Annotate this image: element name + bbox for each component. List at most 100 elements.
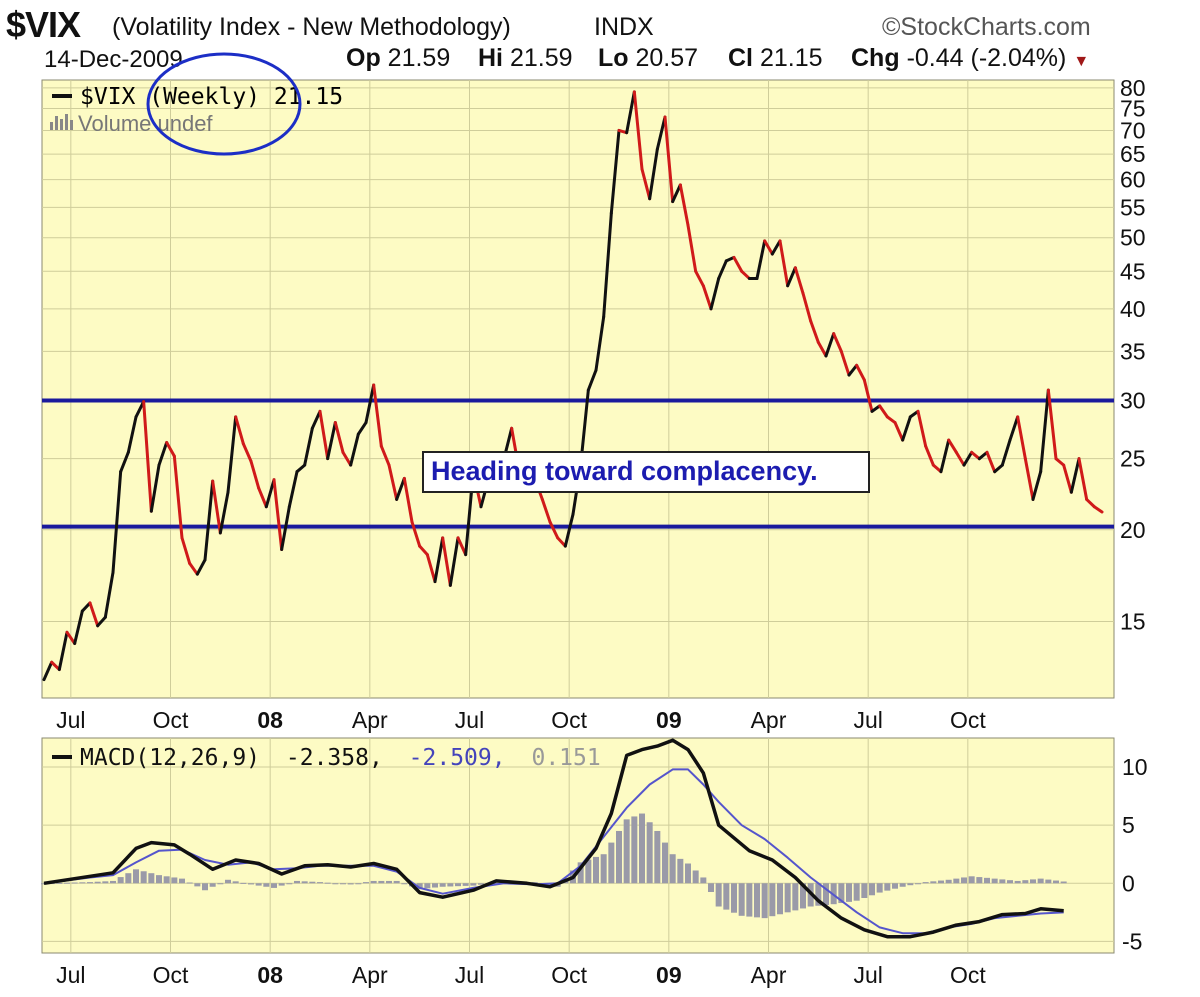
- vix-segment: [855, 363, 866, 382]
- price-y-tick: 40: [1120, 296, 1146, 322]
- histogram-bar: [654, 830, 661, 884]
- histogram-bar: [240, 882, 247, 884]
- price-y-tick: 60: [1120, 167, 1146, 193]
- histogram-bar: [608, 842, 615, 884]
- macd-panel-bg: [41, 737, 1115, 954]
- histogram-bar: [263, 883, 270, 887]
- histogram-bar: [922, 882, 929, 884]
- vix-segment: [111, 470, 123, 574]
- price-x-tick: Oct: [950, 707, 986, 733]
- vix-segment: [310, 409, 322, 430]
- histogram-bar: [899, 883, 906, 887]
- vix-segment: [425, 553, 437, 584]
- vix-segment: [916, 409, 928, 448]
- vix-segment: [218, 490, 230, 535]
- histogram-bar: [332, 883, 339, 885]
- vix-segment: [195, 558, 207, 576]
- vix-line: [42, 90, 1104, 682]
- vix-segment: [149, 463, 161, 513]
- vix-segment: [793, 266, 805, 295]
- histogram-bar: [1045, 879, 1052, 884]
- histogram-bar: [324, 882, 331, 884]
- histogram-bar: [777, 883, 783, 915]
- vix-segment: [257, 486, 268, 509]
- price-x-tick: 08: [257, 707, 283, 733]
- vix-segment: [901, 415, 912, 442]
- vix-segment: [893, 421, 905, 442]
- vix-segment: [433, 536, 445, 584]
- histogram-bar: [531, 882, 538, 884]
- macd-x-tick: Oct: [950, 962, 986, 988]
- macd-legend-text: MACD(12,26,9) -2.358, -2.509, 0.151: [80, 745, 601, 771]
- histogram-bar: [71, 882, 78, 884]
- vix-segment: [801, 291, 813, 323]
- vix-segment: [303, 426, 314, 467]
- macd-legend-value: -2.358,: [286, 745, 383, 771]
- vix-segment: [701, 284, 713, 311]
- vix-segment: [402, 476, 414, 524]
- vix-segment: [1069, 457, 1081, 494]
- histogram-bar: [301, 881, 308, 884]
- histogram-bar: [87, 882, 93, 884]
- vix-segment: [862, 378, 874, 413]
- histogram-bar: [416, 883, 423, 890]
- histogram-bar: [271, 883, 277, 888]
- vix-segment: [694, 269, 705, 288]
- vix-segment: [832, 332, 843, 353]
- vix-segment: [954, 450, 966, 467]
- macd-x-tick: Jul: [455, 962, 484, 988]
- vix-segment: [732, 255, 744, 273]
- vix-segment: [678, 183, 690, 227]
- vix-segment: [809, 319, 820, 344]
- histogram-bar: [884, 883, 891, 891]
- exchange-label: INDX: [594, 13, 654, 41]
- histogram-bar: [1060, 881, 1067, 884]
- brand-label[interactable]: ©StockCharts.com: [882, 13, 1091, 41]
- vix-segment: [671, 183, 682, 204]
- vix-segment: [755, 239, 767, 280]
- vix-segment: [977, 450, 989, 461]
- low-label: Lo: [598, 44, 629, 72]
- volume-bars-icon: [50, 114, 73, 130]
- histogram-bar: [462, 883, 469, 886]
- vix-segment: [326, 421, 337, 461]
- vix-segment: [686, 223, 698, 273]
- vix-segment: [556, 536, 567, 548]
- price-y-tick: 45: [1120, 258, 1146, 284]
- histogram-bar: [217, 883, 224, 885]
- vix-segment: [1077, 457, 1089, 501]
- vix-segment: [947, 438, 958, 454]
- macd-x-tick: Apr: [352, 962, 388, 988]
- histogram-bar: [815, 883, 822, 906]
- vix-segment: [640, 167, 652, 201]
- histogram-bar: [102, 881, 109, 884]
- vix-segment: [870, 404, 882, 413]
- price-y-tick: 75: [1120, 95, 1146, 121]
- down-arrow-icon: ▼: [1073, 53, 1090, 70]
- histogram-bar: [248, 883, 254, 885]
- vix-segment: [717, 259, 728, 280]
- vix-segment: [1000, 438, 1012, 467]
- histogram-bar: [938, 880, 944, 884]
- low-stat: Lo 20.57: [598, 44, 698, 73]
- vix-segment: [985, 450, 997, 474]
- vix-segment: [602, 211, 613, 319]
- histogram-bar: [984, 877, 990, 884]
- vix-segment: [42, 660, 54, 682]
- price-y-tick: 25: [1120, 446, 1146, 472]
- vix-segment: [1023, 457, 1035, 501]
- macd-lines: [43, 738, 1064, 939]
- histogram-bar: [669, 854, 676, 884]
- change-stat: Chg -0.44 (-2.04%) ▼: [851, 44, 1089, 73]
- vix-segment: [379, 444, 391, 467]
- symbol-title: $VIX: [6, 4, 81, 45]
- vix-segment: [786, 266, 797, 288]
- vix-segment: [970, 450, 981, 461]
- histogram-bar: [355, 883, 362, 885]
- histogram-bar: [424, 883, 431, 889]
- histogram-bar: [853, 883, 860, 901]
- vix-segment: [1008, 415, 1020, 442]
- histogram-bar: [846, 883, 852, 902]
